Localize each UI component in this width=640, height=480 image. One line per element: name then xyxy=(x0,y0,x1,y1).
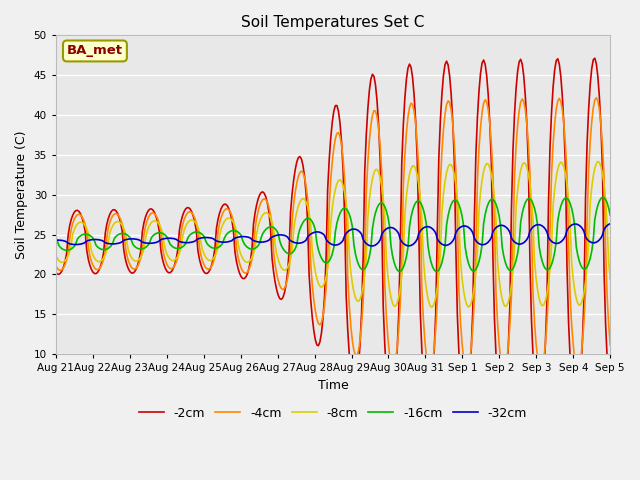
Line: -16cm: -16cm xyxy=(56,197,611,272)
-32cm xyxy=(217,239,225,245)
-32cm xyxy=(294,240,302,246)
-4cm xyxy=(217,215,225,220)
-2cm xyxy=(607,395,614,401)
-4cm xyxy=(593,95,600,101)
-16cm xyxy=(577,263,585,268)
-32cm xyxy=(577,224,585,229)
-16cm xyxy=(236,230,243,236)
-16cm xyxy=(607,212,614,218)
-8cm xyxy=(294,204,302,209)
-2cm xyxy=(591,55,598,61)
-2cm xyxy=(245,266,253,272)
-2cm xyxy=(236,271,243,276)
-16cm xyxy=(217,242,225,248)
-8cm xyxy=(607,276,614,282)
-32cm xyxy=(369,243,376,249)
Line: -32cm: -32cm xyxy=(56,224,611,246)
Title: Soil Temperatures Set C: Soil Temperatures Set C xyxy=(241,15,425,30)
Line: -8cm: -8cm xyxy=(56,161,611,307)
Line: -4cm: -4cm xyxy=(56,98,611,371)
-32cm xyxy=(245,235,253,240)
-32cm xyxy=(236,234,243,240)
-2cm xyxy=(217,206,225,212)
-16cm xyxy=(396,269,404,275)
-32cm xyxy=(120,238,127,243)
Y-axis label: Soil Temperature (C): Soil Temperature (C) xyxy=(15,131,28,259)
Line: -2cm: -2cm xyxy=(56,58,611,410)
-8cm xyxy=(428,304,435,310)
Text: BA_met: BA_met xyxy=(67,45,123,58)
-16cm xyxy=(294,232,302,238)
-4cm xyxy=(120,228,127,234)
-4cm xyxy=(245,267,253,273)
-32cm xyxy=(52,237,60,243)
-8cm xyxy=(594,158,602,164)
-4cm xyxy=(607,342,614,348)
-2cm xyxy=(461,408,469,413)
-8cm xyxy=(577,301,585,307)
-8cm xyxy=(236,248,243,253)
-8cm xyxy=(120,226,127,231)
-16cm xyxy=(245,245,253,251)
-4cm xyxy=(294,174,302,180)
-2cm xyxy=(120,247,127,253)
-2cm xyxy=(577,367,585,372)
-2cm xyxy=(294,155,302,161)
-4cm xyxy=(577,354,585,360)
-4cm xyxy=(463,368,470,373)
-16cm xyxy=(52,236,60,241)
-4cm xyxy=(236,261,243,266)
-4cm xyxy=(52,263,60,268)
-8cm xyxy=(245,259,253,264)
-8cm xyxy=(52,252,60,258)
-16cm xyxy=(598,194,606,200)
X-axis label: Time: Time xyxy=(317,379,348,392)
-16cm xyxy=(120,230,127,236)
-32cm xyxy=(607,221,614,227)
-2cm xyxy=(52,270,60,276)
Legend: -2cm, -4cm, -8cm, -16cm, -32cm: -2cm, -4cm, -8cm, -16cm, -32cm xyxy=(134,402,532,425)
-8cm xyxy=(217,226,225,232)
